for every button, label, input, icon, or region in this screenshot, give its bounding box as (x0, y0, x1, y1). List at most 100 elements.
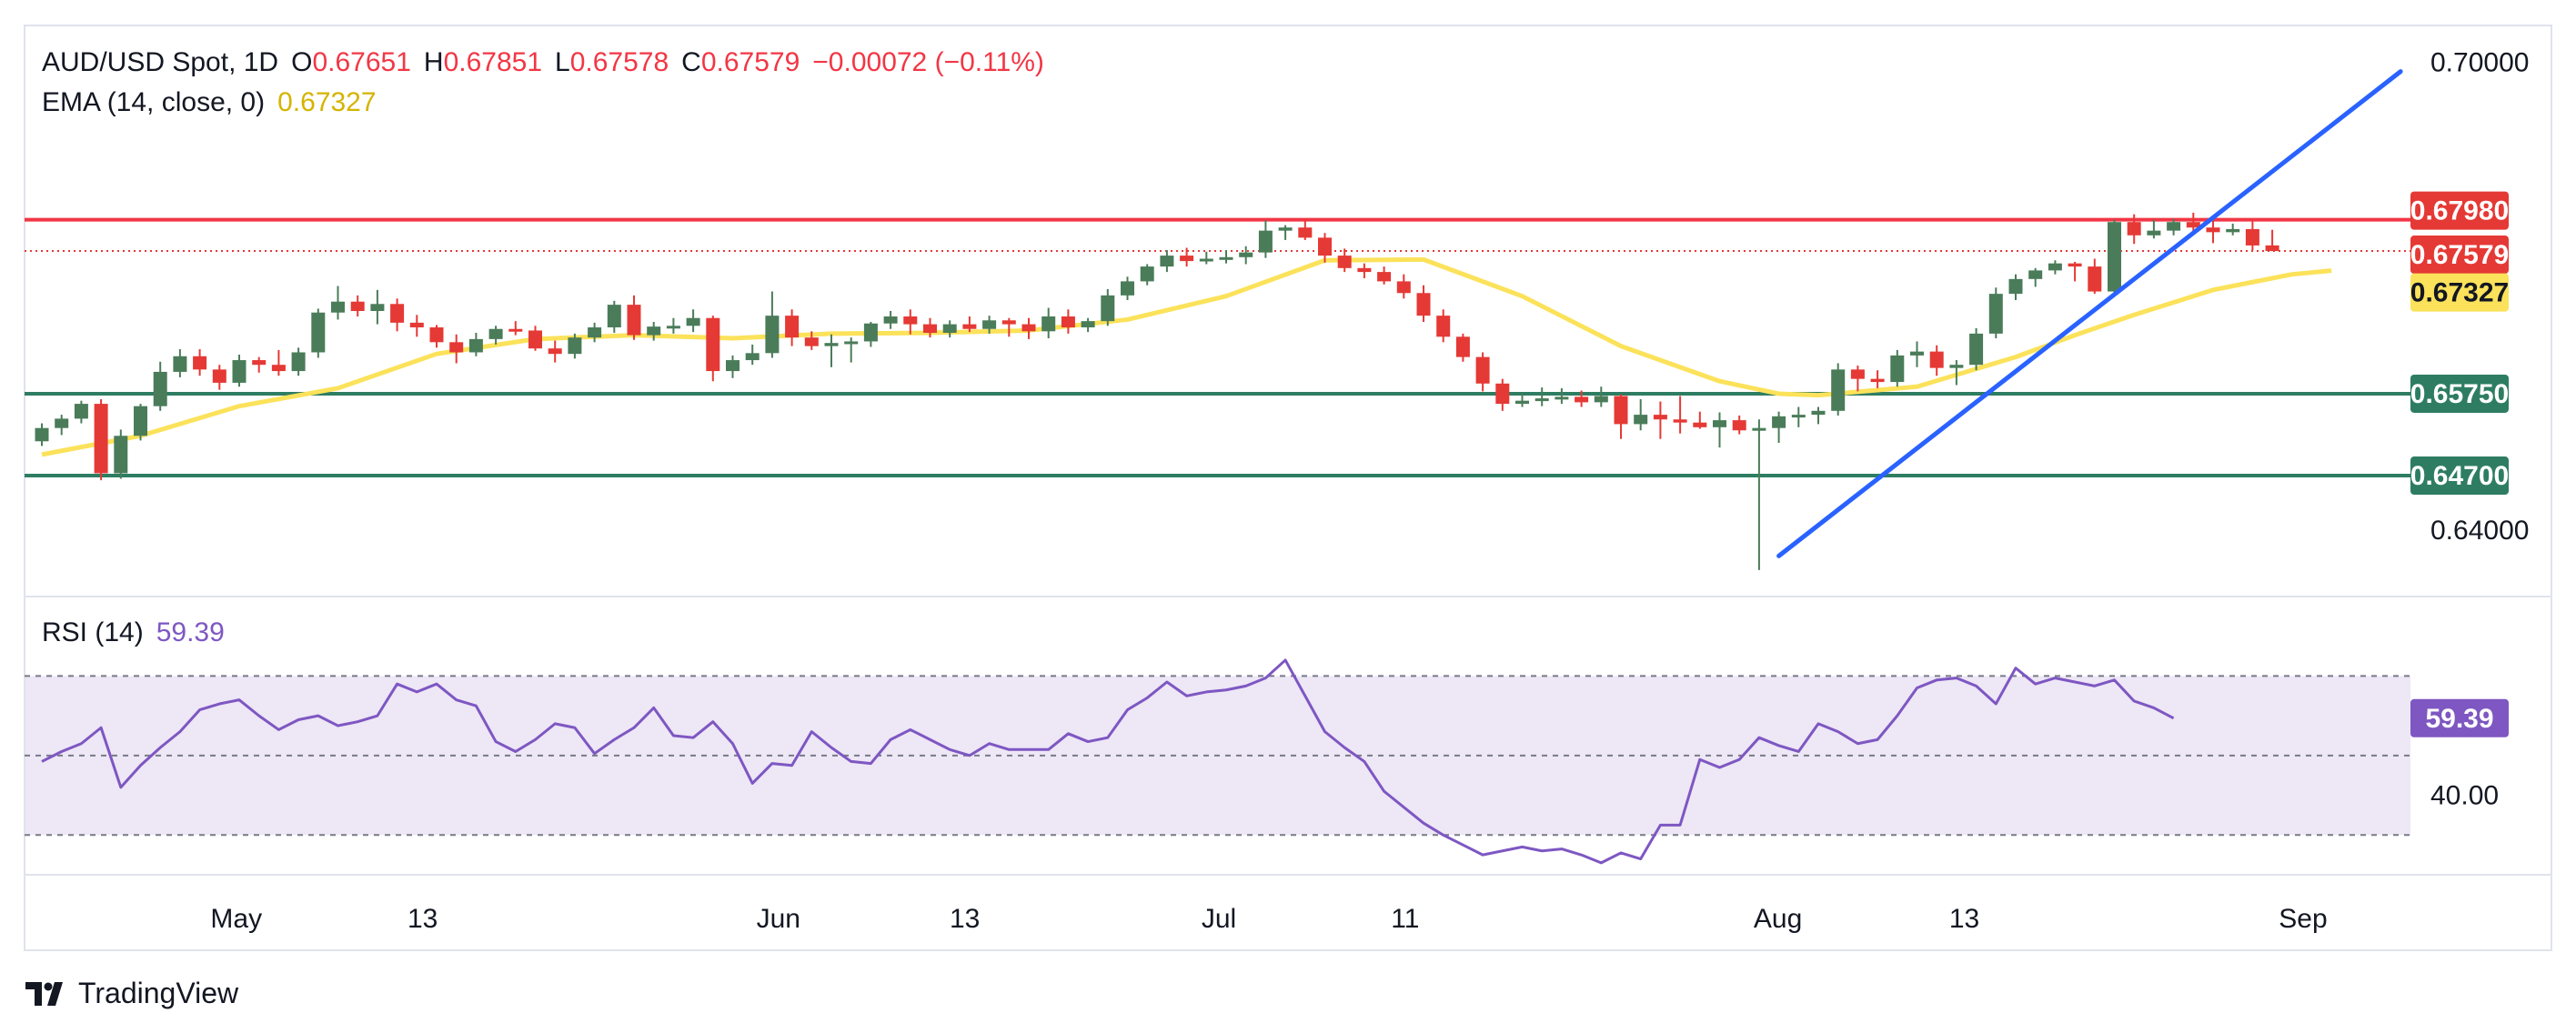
candle[interactable] (1653, 401, 1667, 439)
candle[interactable] (488, 326, 503, 345)
candle[interactable] (2147, 219, 2161, 239)
candle[interactable] (1890, 349, 1905, 387)
candle[interactable] (785, 309, 800, 346)
candle[interactable] (1713, 412, 1726, 448)
candle[interactable] (2008, 274, 2023, 300)
candle[interactable] (1318, 233, 1332, 263)
candle[interactable] (1614, 394, 1628, 439)
candle[interactable] (903, 309, 918, 335)
candle[interactable] (844, 337, 859, 363)
candle[interactable] (2048, 260, 2062, 275)
candle[interactable] (1575, 390, 1589, 407)
candle[interactable] (1949, 360, 1964, 386)
candle[interactable] (74, 400, 88, 424)
trendline-layer[interactable] (1776, 69, 2403, 558)
candle[interactable] (607, 300, 621, 334)
candle[interactable] (1455, 333, 1470, 362)
candle[interactable] (962, 316, 977, 333)
candle[interactable] (1673, 396, 1687, 434)
candle[interactable] (1436, 309, 1451, 343)
candle[interactable] (1377, 266, 1392, 285)
candle[interactable] (193, 349, 207, 376)
candle[interactable] (271, 349, 286, 376)
ascending-trendline[interactable] (1776, 69, 2403, 558)
candle[interactable] (1239, 246, 1253, 265)
candlestick-series[interactable] (35, 212, 2279, 570)
candle[interactable] (2028, 267, 2043, 287)
candle[interactable] (666, 317, 680, 334)
candle[interactable] (1850, 366, 1865, 392)
candle[interactable] (1140, 264, 1154, 286)
candle[interactable] (390, 298, 405, 332)
candle[interactable] (1199, 251, 1213, 265)
candle[interactable] (468, 333, 483, 356)
candle[interactable] (35, 423, 49, 446)
candle[interactable] (94, 398, 108, 481)
candle[interactable] (1929, 345, 1944, 376)
time-axis[interactable]: May 13 Jun 13 Jul 11 Aug 13 Sep (210, 904, 2327, 934)
candle[interactable] (982, 316, 997, 334)
candle[interactable] (331, 286, 345, 320)
candle[interactable] (2108, 219, 2121, 295)
candle[interactable] (883, 311, 898, 329)
candle[interactable] (2068, 261, 2082, 282)
candle[interactable] (1258, 220, 1273, 258)
candle[interactable] (2265, 229, 2279, 252)
candle[interactable] (942, 320, 957, 338)
candle[interactable] (2245, 221, 2259, 251)
candle[interactable] (429, 325, 444, 348)
candle[interactable] (1634, 398, 1648, 431)
candle[interactable] (252, 356, 267, 373)
candle[interactable] (804, 331, 819, 350)
candle[interactable] (1693, 411, 1707, 429)
candle[interactable] (1101, 288, 1115, 326)
candle[interactable] (311, 308, 326, 358)
candle[interactable] (1969, 327, 1984, 371)
candle[interactable] (686, 309, 700, 333)
candle[interactable] (1772, 411, 1786, 443)
candle[interactable] (1081, 317, 1095, 333)
candle[interactable] (1021, 317, 1036, 339)
candle[interactable] (824, 334, 839, 367)
candle[interactable] (55, 415, 69, 436)
candle[interactable] (449, 334, 464, 364)
candle[interactable] (528, 326, 542, 351)
price-axis[interactable]: 0.70000 0.64000 0.67980 0.67579 0.67327 0.657… (2410, 47, 2530, 810)
candle[interactable] (1811, 406, 1826, 425)
candle[interactable] (1396, 274, 1411, 299)
candle[interactable] (923, 317, 937, 338)
candle[interactable] (765, 291, 780, 358)
candle[interactable] (114, 429, 128, 479)
candle[interactable] (1988, 287, 2003, 339)
candle[interactable] (1555, 387, 1569, 405)
candle[interactable] (350, 295, 365, 317)
candle[interactable] (1041, 307, 1056, 339)
candle[interactable] (647, 322, 661, 341)
candle[interactable] (1160, 250, 1174, 273)
candle[interactable] (1594, 386, 1608, 407)
candle[interactable] (1298, 219, 1313, 240)
candle[interactable] (1121, 276, 1134, 300)
rsi-pane[interactable] (25, 658, 2410, 865)
candle[interactable] (1495, 378, 1510, 411)
candle[interactable] (1515, 393, 1529, 407)
candle[interactable] (2167, 218, 2181, 236)
candle[interactable] (2226, 223, 2240, 236)
candle[interactable] (1752, 419, 1766, 570)
candle[interactable] (173, 349, 187, 377)
candle[interactable] (1001, 317, 1016, 337)
candle[interactable] (153, 361, 167, 411)
candle[interactable] (1475, 352, 1490, 392)
candle[interactable] (2127, 214, 2141, 245)
candle[interactable] (745, 344, 760, 366)
candle[interactable] (370, 289, 385, 325)
candle[interactable] (508, 321, 523, 336)
candle[interactable] (1831, 363, 1846, 416)
candle[interactable] (291, 347, 306, 376)
candle[interactable] (568, 333, 582, 359)
candle[interactable] (1870, 370, 1885, 388)
candle[interactable] (706, 316, 720, 382)
candle[interactable] (726, 355, 740, 378)
candle[interactable] (1357, 263, 1372, 278)
